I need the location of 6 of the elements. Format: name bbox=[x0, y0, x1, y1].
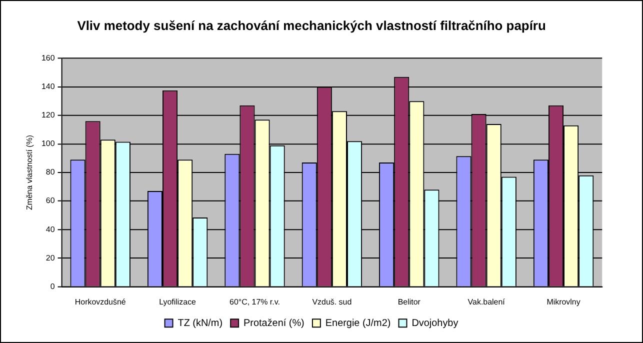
legend-label: TZ (kN/m) bbox=[178, 318, 223, 329]
legend-label: Energie (J/m2) bbox=[325, 318, 391, 329]
chart-title: Vliv metody sušení na zachování mechanických vlastností filtračního papíru bbox=[77, 18, 546, 34]
y-axis-title: Změna vlastností (%) bbox=[24, 134, 34, 210]
legend-label: Dvojohyby bbox=[412, 318, 458, 329]
legend-label: Protažení (%) bbox=[244, 318, 304, 329]
